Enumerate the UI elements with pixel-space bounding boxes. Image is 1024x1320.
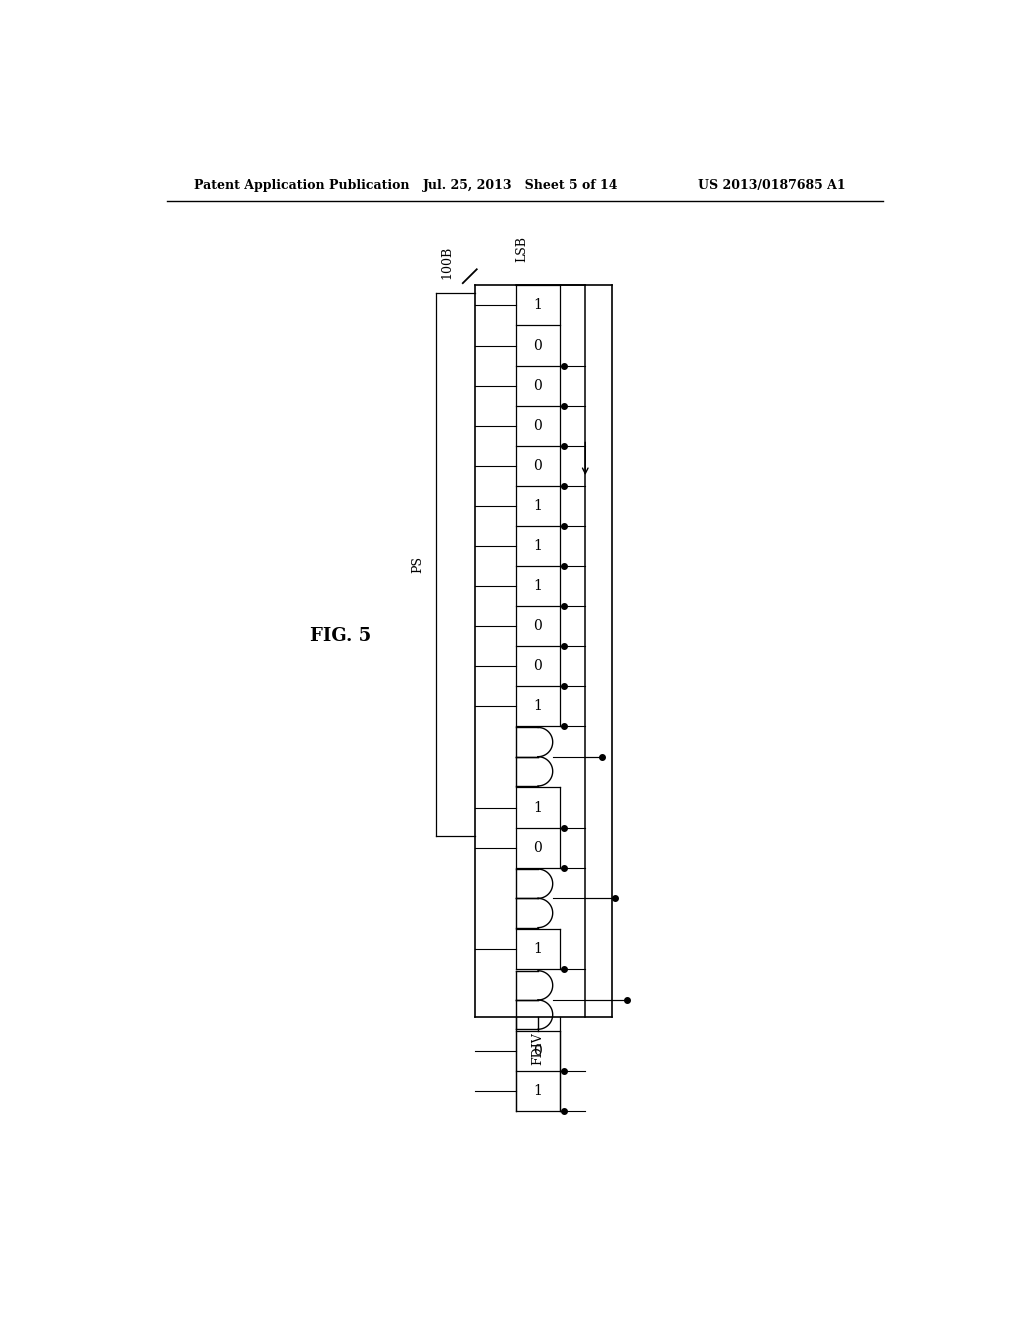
Text: 0: 0 <box>534 619 543 632</box>
Text: 1: 1 <box>534 942 543 956</box>
Text: 1: 1 <box>534 1084 543 1098</box>
Text: 0: 0 <box>534 1044 543 1057</box>
Text: 0: 0 <box>534 379 543 392</box>
Text: 1: 1 <box>534 499 543 512</box>
Text: 0: 0 <box>534 841 543 854</box>
Text: 1: 1 <box>534 578 543 593</box>
Text: PS: PS <box>411 556 424 573</box>
Text: LSB: LSB <box>515 236 528 263</box>
Text: FDIV: FDIV <box>531 1032 545 1065</box>
Text: 0: 0 <box>534 458 543 473</box>
Text: 1: 1 <box>534 800 543 814</box>
Text: Patent Application Publication: Patent Application Publication <box>194 178 410 191</box>
Text: 1: 1 <box>534 298 543 313</box>
Text: US 2013/0187685 A1: US 2013/0187685 A1 <box>697 178 845 191</box>
Text: 0: 0 <box>534 418 543 433</box>
Text: FIG. 5: FIG. 5 <box>310 627 372 644</box>
Text: 100B: 100B <box>440 246 454 279</box>
Text: Jul. 25, 2013   Sheet 5 of 14: Jul. 25, 2013 Sheet 5 of 14 <box>423 178 618 191</box>
Text: 1: 1 <box>534 698 543 713</box>
Text: 0: 0 <box>534 338 543 352</box>
Text: 1: 1 <box>534 539 543 553</box>
Text: 0: 0 <box>534 659 543 673</box>
